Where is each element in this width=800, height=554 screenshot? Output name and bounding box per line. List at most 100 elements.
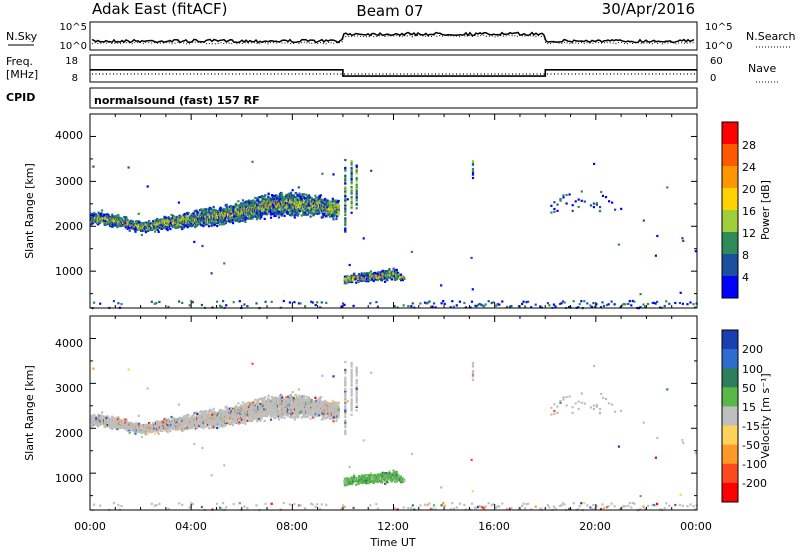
power-cell <box>240 216 243 219</box>
power-cell <box>107 214 110 217</box>
power-cell <box>265 197 268 200</box>
power-cell <box>202 225 205 228</box>
power-cell <box>221 220 225 223</box>
power-cell <box>105 223 108 226</box>
power-cell <box>97 211 100 214</box>
power-cell <box>308 194 311 197</box>
power-cell <box>580 199 583 202</box>
power-cell <box>264 211 267 214</box>
power-cell <box>124 226 127 229</box>
power-cell <box>257 204 260 207</box>
power-cell <box>210 216 213 219</box>
power-cell <box>244 216 247 219</box>
power-cell <box>274 214 277 217</box>
power-cell <box>119 218 122 221</box>
power-cell <box>172 217 175 220</box>
power-cell <box>140 228 143 231</box>
power-cell <box>178 214 181 217</box>
power-cell <box>280 192 283 195</box>
power-cell <box>263 206 266 209</box>
power-cell <box>90 223 93 226</box>
power-cell <box>195 209 198 212</box>
power-cell <box>101 217 104 220</box>
power-cell <box>201 217 204 220</box>
power-cell <box>171 226 175 229</box>
power-cell <box>243 210 246 214</box>
power-cell <box>157 223 160 226</box>
power-cell <box>154 227 157 230</box>
power-cell <box>181 227 184 230</box>
power-cell <box>140 222 143 225</box>
power-cell <box>261 196 264 199</box>
power-cell <box>385 270 388 273</box>
power-cell <box>212 222 215 225</box>
power-cell <box>190 214 193 217</box>
power-cell <box>216 224 219 228</box>
power-cell <box>161 219 164 222</box>
power-cell <box>198 213 201 216</box>
power-cell <box>162 226 165 229</box>
power-cell <box>226 218 229 222</box>
power-cell <box>208 208 212 211</box>
power-cell <box>335 217 338 220</box>
power-cell <box>577 198 580 201</box>
power-cell <box>181 226 184 229</box>
power-cell <box>281 194 284 197</box>
power-cell <box>207 219 210 222</box>
power-cell <box>266 200 269 203</box>
power-cell <box>252 209 255 212</box>
power-cell <box>110 222 113 225</box>
power-cell <box>206 212 209 215</box>
power-cell <box>165 220 168 223</box>
power-cell <box>224 222 227 225</box>
power-cell <box>328 213 331 216</box>
power-cell <box>147 229 150 232</box>
power-cell <box>242 202 245 205</box>
power-cell <box>169 228 172 231</box>
power-cell <box>252 199 255 202</box>
power-cell <box>333 202 336 205</box>
power-cell <box>208 218 211 221</box>
power-cell <box>608 200 611 203</box>
cpid-label: CPID <box>6 91 35 104</box>
power-cell <box>151 228 154 231</box>
power-cell <box>210 224 213 228</box>
power-cell <box>270 211 273 214</box>
power-cell <box>270 213 273 216</box>
power-cell <box>208 213 212 216</box>
power-cell <box>266 212 269 215</box>
power-cell <box>267 195 270 199</box>
power-cell <box>239 206 242 209</box>
power-cell <box>283 214 286 217</box>
power-cell <box>145 230 148 233</box>
power-cell <box>133 223 136 226</box>
power-cell <box>124 221 127 224</box>
power-cell <box>153 230 157 233</box>
power-cell <box>132 221 135 224</box>
nsearch-label: N.Search <box>746 30 796 43</box>
power-cell <box>198 222 201 225</box>
power-cell <box>263 195 266 198</box>
power-cell <box>204 210 207 213</box>
power-cell <box>243 215 246 218</box>
power-cell <box>312 213 316 216</box>
power-cell <box>179 223 182 226</box>
power-cell <box>265 202 268 205</box>
power-cell <box>214 209 217 212</box>
power-cell <box>181 220 184 223</box>
power-cell <box>191 219 194 222</box>
power-cell <box>318 195 322 198</box>
cpid-text: normalsound (fast) 157 RF <box>94 94 260 107</box>
power-cell <box>253 215 256 218</box>
power-cell <box>187 218 190 221</box>
power-cell <box>568 193 571 196</box>
power-cell <box>139 221 142 224</box>
power-cell <box>257 197 260 200</box>
power-cell <box>187 216 190 220</box>
freq-tick-bottom: 8 <box>72 73 78 84</box>
power-cell <box>226 213 230 216</box>
power-cell <box>193 214 196 217</box>
power-cell <box>192 221 195 224</box>
power-cell <box>230 216 233 219</box>
power-cell <box>130 227 133 230</box>
